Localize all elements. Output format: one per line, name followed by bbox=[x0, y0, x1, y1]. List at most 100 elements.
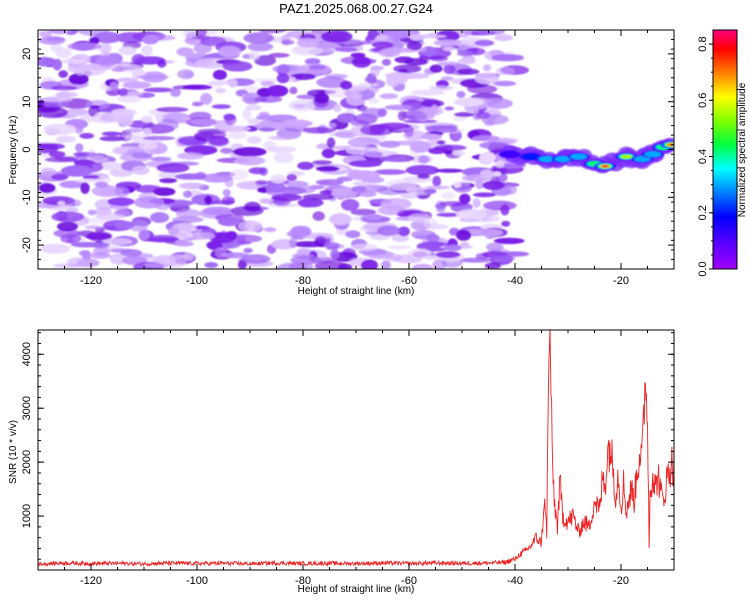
noise-blob bbox=[435, 251, 461, 259]
noise-blob bbox=[183, 190, 192, 198]
noise-blob bbox=[329, 145, 353, 150]
noise-blob bbox=[312, 160, 333, 165]
noise-blob bbox=[379, 93, 399, 100]
noise-blob bbox=[138, 229, 150, 241]
noise-blob bbox=[56, 221, 79, 232]
noise-blob bbox=[51, 174, 68, 180]
noise-blob bbox=[44, 156, 78, 163]
noise-blob bbox=[290, 225, 312, 238]
noise-blob bbox=[155, 106, 189, 113]
noise-blob bbox=[133, 196, 165, 209]
noise-blob bbox=[57, 200, 66, 206]
signal-core bbox=[570, 153, 587, 160]
noise-blob bbox=[70, 241, 102, 248]
noise-blob bbox=[174, 173, 207, 180]
snr-x-label: Height of straight line (km) bbox=[298, 584, 415, 595]
noise-blob bbox=[243, 247, 253, 254]
signal-ridge bbox=[498, 137, 674, 174]
noise-blob bbox=[38, 56, 54, 67]
noise-blob bbox=[38, 36, 66, 45]
noise-blob bbox=[221, 252, 250, 259]
noise-blob bbox=[360, 124, 386, 136]
noise-blob bbox=[370, 65, 380, 77]
noise-blob bbox=[363, 151, 383, 158]
noise-blob bbox=[315, 179, 344, 186]
noise-blob bbox=[179, 182, 205, 190]
noise-blob bbox=[380, 198, 412, 210]
noise-blob bbox=[397, 226, 410, 237]
spectrogram-heatmap bbox=[38, 30, 674, 269]
noise-blob bbox=[89, 105, 100, 110]
noise-blob bbox=[488, 254, 516, 262]
noise-blob bbox=[211, 104, 231, 109]
noise-blob bbox=[482, 180, 505, 190]
noise-blob bbox=[247, 118, 261, 125]
noise-blob bbox=[241, 254, 271, 264]
noise-blob bbox=[150, 212, 170, 223]
noise-blob bbox=[43, 100, 68, 109]
noise-blob bbox=[418, 155, 430, 164]
noise-blob bbox=[118, 117, 134, 127]
noise-blob bbox=[411, 89, 445, 96]
noise-blob bbox=[453, 97, 485, 107]
x-tick-label: -80 bbox=[295, 275, 311, 287]
noise-blob bbox=[364, 214, 384, 221]
x-tick-label: -100 bbox=[186, 575, 208, 587]
colorbar-tick-label: 0.6 bbox=[697, 93, 709, 108]
noise-blob bbox=[403, 130, 427, 141]
noise-blob bbox=[255, 115, 279, 121]
snr-panel: -120 -100 -80 -60 -40 -20 1000 2000 3000 4000 Hei… bbox=[8, 329, 675, 595]
noise-blob bbox=[494, 34, 513, 42]
noise-blob bbox=[336, 176, 354, 182]
noise-blob bbox=[191, 101, 204, 107]
noise-blob bbox=[114, 186, 130, 198]
noise-blob bbox=[141, 115, 153, 123]
noise-blob bbox=[245, 104, 262, 111]
noise-blob bbox=[141, 45, 153, 56]
noise-blob bbox=[38, 106, 68, 118]
noise-blob bbox=[217, 125, 251, 132]
noise-blob bbox=[351, 186, 367, 193]
noise-blob bbox=[212, 69, 227, 80]
noise-blob bbox=[429, 85, 454, 91]
noise-blob bbox=[403, 119, 438, 124]
noise-blob bbox=[74, 123, 84, 134]
noise-blob bbox=[230, 206, 264, 216]
noise-blob bbox=[172, 216, 204, 223]
noise-blob bbox=[185, 231, 216, 241]
noise-blob bbox=[115, 221, 136, 229]
colorbar-frame bbox=[712, 29, 738, 270]
noise-blob bbox=[248, 167, 266, 175]
noise-blob bbox=[143, 127, 152, 135]
signal-core bbox=[644, 151, 662, 158]
noise-blob bbox=[108, 109, 134, 120]
noise-blob bbox=[60, 165, 93, 177]
y-tick-label: 4000 bbox=[21, 342, 33, 366]
signal-core bbox=[554, 156, 572, 163]
noise-blob bbox=[293, 103, 307, 109]
noise-blob bbox=[77, 30, 109, 36]
noise-blob bbox=[483, 64, 492, 72]
noise-blob bbox=[330, 249, 340, 260]
x-tick-label: -100 bbox=[186, 275, 208, 287]
noise-blob bbox=[201, 173, 234, 183]
noise-blob bbox=[109, 81, 119, 90]
noise-blob bbox=[425, 185, 451, 190]
signal-core bbox=[498, 150, 521, 159]
noise-blob bbox=[430, 55, 448, 62]
noise-blob bbox=[87, 209, 97, 216]
noise-blob bbox=[432, 175, 442, 187]
noise-blob bbox=[340, 199, 360, 211]
noise-blob bbox=[417, 174, 430, 179]
x-tick-label: -120 bbox=[80, 275, 102, 287]
noise-blob bbox=[491, 54, 525, 62]
noise-blob bbox=[316, 76, 348, 88]
noise-blob bbox=[435, 30, 460, 42]
noise-blob bbox=[143, 87, 175, 93]
noise-blob bbox=[107, 197, 135, 206]
noise-blob bbox=[66, 199, 82, 207]
noise-blob bbox=[156, 163, 190, 173]
noise-blob bbox=[494, 160, 505, 168]
noise-blob bbox=[144, 262, 175, 268]
noise-blob bbox=[194, 131, 227, 139]
